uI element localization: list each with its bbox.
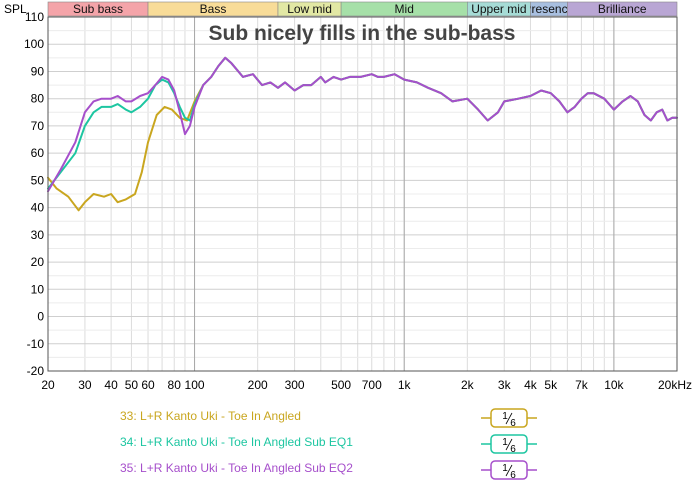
x-tick-label: 500	[331, 378, 351, 392]
legend-label-33: 33: L+R Kanto Uki - Toe In Angled	[120, 409, 301, 423]
smoothing-denominator: 6	[510, 418, 516, 429]
y-axis-label: SPL	[4, 2, 27, 16]
smoothing-badge-35[interactable]: 1 6	[481, 459, 537, 481]
band-brilliance	[567, 1, 678, 17]
x-tick-label: 300	[285, 378, 305, 392]
smoothing-denominator: 6	[510, 470, 516, 481]
smoothing-badge-33[interactable]: 1 6	[481, 407, 537, 429]
x-tick-label: 80	[168, 378, 182, 392]
x-tick-label: 4k	[524, 378, 538, 392]
x-tick-label: 60	[141, 378, 155, 392]
x-tick-label: 100	[185, 378, 205, 392]
x-tick-label: 200	[248, 378, 268, 392]
x-tick-label: 3k	[498, 378, 512, 392]
x-tick-label: 1k	[398, 378, 412, 392]
band-label: Upper mid	[471, 2, 526, 16]
band-label: Brilliance	[598, 2, 647, 16]
x-tick-label: 40	[104, 378, 118, 392]
x-tick-label: 50	[125, 378, 139, 392]
y-tick-label: 20	[31, 255, 45, 269]
smoothing-numerator: 1	[502, 437, 508, 448]
y-tick-label: -10	[27, 337, 45, 351]
y-tick-label: 0	[37, 310, 44, 324]
band-label: Low mid	[287, 2, 332, 16]
x-tick-label: 20	[41, 378, 55, 392]
smoothing-numerator: 1	[502, 463, 508, 474]
x-tick-label: 30	[78, 378, 92, 392]
x-tick-label: 700	[362, 378, 382, 392]
band-label: Bass	[200, 2, 227, 16]
legend-item-35[interactable]: 35: L+R Kanto Uki - Toe In Angled Sub EQ…	[0, 459, 700, 481]
x-tick-label: 10k	[604, 378, 624, 392]
legend-item-33[interactable]: 33: L+R Kanto Uki - Toe In Angled 1 6	[0, 407, 700, 429]
x-tick-label: 20kHz	[658, 378, 692, 392]
y-tick-label: -20	[27, 364, 45, 378]
series-line-35	[47, 56, 678, 193]
x-tick-label: 2k	[461, 378, 475, 392]
y-tick-label: 60	[31, 146, 45, 160]
band-label: Presence	[524, 2, 575, 16]
smoothing-badge-34[interactable]: 1 6	[481, 433, 537, 455]
band-label: Sub bass	[73, 2, 123, 16]
x-tick-label: 5k	[544, 378, 558, 392]
smoothing-numerator: 1	[502, 411, 508, 422]
plot-border	[47, 16, 678, 372]
y-tick-label: 100	[24, 37, 44, 51]
y-tick-label: 10	[31, 282, 45, 296]
y-tick-label: 40	[31, 201, 45, 215]
y-tick-label: 110	[25, 10, 44, 24]
legend-item-34[interactable]: 34: L+R Kanto Uki - Toe In Angled Sub EQ…	[0, 433, 700, 455]
legend-label-34: 34: L+R Kanto Uki - Toe In Angled Sub EQ…	[120, 435, 353, 449]
y-tick-label: 70	[31, 119, 45, 133]
y-tick-label: 50	[31, 173, 45, 187]
smoothing-denominator: 6	[510, 444, 516, 455]
legend-label-35: 35: L+R Kanto Uki - Toe In Angled Sub EQ…	[120, 461, 353, 475]
x-tick-label: 7k	[575, 378, 589, 392]
y-tick-label: 30	[31, 228, 45, 242]
chart-title: Sub nicely fills in the sub-bass	[209, 22, 516, 45]
y-tick-label: 90	[31, 64, 45, 78]
band-label: Mid	[395, 2, 414, 16]
y-tick-label: 80	[31, 92, 45, 106]
